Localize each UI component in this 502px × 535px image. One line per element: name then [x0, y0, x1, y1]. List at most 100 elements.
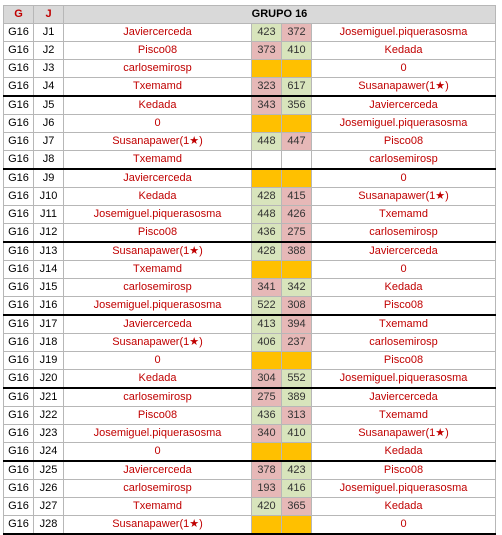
score-away-cell[interactable]: 308 — [281, 296, 312, 316]
player-away-cell[interactable]: carlosemirosp — [311, 333, 496, 352]
round-cell[interactable]: J18 — [33, 333, 64, 352]
score-home-cell[interactable]: 428 — [251, 241, 282, 261]
player-home-cell[interactable]: Txemamd — [63, 497, 252, 516]
player-home-cell[interactable]: Josemiguel.piquerasosma — [63, 296, 252, 316]
player-home-cell[interactable]: Josemiguel.piquerasosma — [63, 205, 252, 224]
player-home-cell[interactable]: Javiercerceda — [63, 23, 252, 42]
score-away-cell[interactable]: 415 — [281, 187, 312, 206]
group-cell[interactable]: G16 — [3, 406, 34, 425]
player-away-cell[interactable]: Pisco08 — [311, 351, 496, 370]
score-home-cell[interactable]: 413 — [251, 314, 282, 334]
player-away-cell[interactable]: Pisco08 — [311, 132, 496, 151]
player-away-cell[interactable]: Kedada — [311, 278, 496, 297]
player-home-cell[interactable]: Txemamd — [63, 77, 252, 97]
score-home-cell[interactable]: 193 — [251, 479, 282, 498]
round-cell[interactable]: J8 — [33, 150, 64, 170]
group-cell[interactable]: G16 — [3, 23, 34, 42]
player-home-cell[interactable]: Kedada — [63, 369, 252, 389]
player-home-cell[interactable]: carlosemirosp — [63, 278, 252, 297]
round-cell[interactable]: J16 — [33, 296, 64, 316]
player-home-cell[interactable]: carlosemirosp — [63, 387, 252, 407]
group-cell[interactable]: G16 — [3, 150, 34, 170]
group-title[interactable]: GRUPO 16 — [63, 5, 496, 24]
group-cell[interactable]: G16 — [3, 241, 34, 261]
round-cell[interactable]: J7 — [33, 132, 64, 151]
score-home-cell[interactable]: 323 — [251, 77, 282, 97]
group-cell[interactable]: G16 — [3, 460, 34, 480]
player-away-cell[interactable]: carlosemirosp — [311, 150, 496, 170]
score-home-cell[interactable]: 378 — [251, 460, 282, 480]
group-cell[interactable]: G16 — [3, 114, 34, 133]
score-home-cell[interactable]: 448 — [251, 205, 282, 224]
group-cell[interactable]: G16 — [3, 41, 34, 60]
player-home-cell[interactable]: Kedada — [63, 187, 252, 206]
player-home-cell[interactable]: carlosemirosp — [63, 59, 252, 78]
player-away-cell[interactable]: Kedada — [311, 497, 496, 516]
round-cell[interactable]: J19 — [33, 351, 64, 370]
player-home-cell[interactable]: 0 — [63, 114, 252, 133]
score-away-cell[interactable]: 426 — [281, 205, 312, 224]
group-cell[interactable]: G16 — [3, 77, 34, 97]
group-cell[interactable]: G16 — [3, 442, 34, 462]
round-cell[interactable]: J26 — [33, 479, 64, 498]
score-home-cell[interactable]: 436 — [251, 223, 282, 243]
player-home-cell[interactable]: 0 — [63, 351, 252, 370]
round-cell[interactable]: J10 — [33, 187, 64, 206]
score-home-cell[interactable] — [251, 442, 282, 462]
score-away-cell[interactable] — [281, 150, 312, 170]
score-away-cell[interactable] — [281, 114, 312, 133]
player-home-cell[interactable]: Pisco08 — [63, 41, 252, 60]
player-home-cell[interactable]: carlosemirosp — [63, 479, 252, 498]
player-home-cell[interactable]: Susanapawer(1★) — [63, 333, 252, 352]
player-away-cell[interactable]: Txemamd — [311, 205, 496, 224]
player-away-cell[interactable]: 0 — [311, 59, 496, 78]
round-cell[interactable]: J13 — [33, 241, 64, 261]
score-away-cell[interactable]: 394 — [281, 314, 312, 334]
group-cell[interactable]: G16 — [3, 205, 34, 224]
round-cell[interactable]: J14 — [33, 260, 64, 279]
player-home-cell[interactable]: Kedada — [63, 95, 252, 115]
round-cell[interactable]: J12 — [33, 223, 64, 243]
player-away-cell[interactable]: 0 — [311, 515, 496, 535]
player-home-cell[interactable]: Josemiguel.piquerasosma — [63, 424, 252, 443]
round-cell[interactable]: J11 — [33, 205, 64, 224]
score-home-cell[interactable]: 275 — [251, 387, 282, 407]
score-away-cell[interactable] — [281, 168, 312, 188]
player-away-cell[interactable]: Susanapawer(1★) — [311, 187, 496, 206]
player-away-cell[interactable]: Pisco08 — [311, 460, 496, 480]
score-away-cell[interactable]: 447 — [281, 132, 312, 151]
group-cell[interactable]: G16 — [3, 387, 34, 407]
score-away-cell[interactable]: 313 — [281, 406, 312, 425]
round-cell[interactable]: J17 — [33, 314, 64, 334]
round-cell[interactable]: J25 — [33, 460, 64, 480]
score-home-cell[interactable]: 340 — [251, 424, 282, 443]
round-cell[interactable]: J3 — [33, 59, 64, 78]
score-away-cell[interactable]: 372 — [281, 23, 312, 42]
round-cell[interactable]: J24 — [33, 442, 64, 462]
score-away-cell[interactable]: 617 — [281, 77, 312, 97]
group-cell[interactable]: G16 — [3, 95, 34, 115]
round-cell[interactable]: J2 — [33, 41, 64, 60]
round-cell[interactable]: J28 — [33, 515, 64, 535]
player-home-cell[interactable]: Susanapawer(1★) — [63, 132, 252, 151]
score-away-cell[interactable]: 389 — [281, 387, 312, 407]
score-away-cell[interactable]: 388 — [281, 241, 312, 261]
group-cell[interactable]: G16 — [3, 132, 34, 151]
score-home-cell[interactable] — [251, 351, 282, 370]
score-home-cell[interactable]: 406 — [251, 333, 282, 352]
player-away-cell[interactable]: Pisco08 — [311, 296, 496, 316]
group-cell[interactable]: G16 — [3, 168, 34, 188]
round-cell[interactable]: J4 — [33, 77, 64, 97]
player-home-cell[interactable]: Txemamd — [63, 150, 252, 170]
round-cell[interactable]: J22 — [33, 406, 64, 425]
column-header-group[interactable]: G — [3, 5, 34, 24]
score-away-cell[interactable]: 237 — [281, 333, 312, 352]
player-away-cell[interactable]: 0 — [311, 260, 496, 279]
score-away-cell[interactable]: 552 — [281, 369, 312, 389]
player-away-cell[interactable]: Javiercerceda — [311, 387, 496, 407]
round-cell[interactable]: J5 — [33, 95, 64, 115]
player-home-cell[interactable]: Javiercerceda — [63, 460, 252, 480]
score-home-cell[interactable] — [251, 168, 282, 188]
score-home-cell[interactable] — [251, 260, 282, 279]
round-cell[interactable]: J23 — [33, 424, 64, 443]
